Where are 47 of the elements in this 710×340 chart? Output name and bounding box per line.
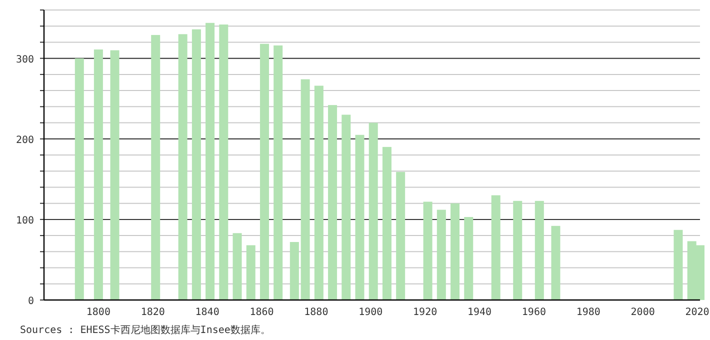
bar xyxy=(151,34,160,300)
bar xyxy=(274,45,283,300)
bar xyxy=(464,217,474,300)
bar xyxy=(110,50,120,300)
bar xyxy=(219,24,228,300)
x-tick-label: 1880 xyxy=(304,307,328,318)
bar xyxy=(491,195,500,300)
bar xyxy=(423,202,432,300)
bar xyxy=(342,114,351,300)
bar xyxy=(450,203,460,300)
x-tick-label: 1860 xyxy=(250,307,274,318)
bar xyxy=(246,245,256,300)
bar xyxy=(192,29,201,300)
x-tick-label: 1800 xyxy=(86,307,110,318)
bar xyxy=(328,105,338,300)
bar xyxy=(260,44,269,300)
y-tick-label: 300 xyxy=(16,54,34,66)
bar xyxy=(674,230,683,300)
x-tick-label: 1920 xyxy=(413,307,438,318)
source-note: Sources : EHESS卡西尼地图数据库与Insee数据库。 xyxy=(20,324,270,336)
bar xyxy=(534,200,544,300)
x-tick-label: 1940 xyxy=(467,307,492,318)
x-tick-label: 1840 xyxy=(195,307,220,318)
bar xyxy=(94,49,103,300)
x-tick-label: 2000 xyxy=(630,307,655,318)
bar xyxy=(300,79,310,300)
bar xyxy=(178,34,188,300)
bar xyxy=(206,22,215,300)
x-tick-label: 1960 xyxy=(522,307,546,318)
y-tick-label: 0 xyxy=(28,296,34,307)
bar xyxy=(382,146,392,300)
bar xyxy=(74,58,84,300)
x-tick-label: 1820 xyxy=(140,307,165,318)
bar xyxy=(513,200,522,300)
bar xyxy=(396,172,406,300)
x-tick-label: 2020 xyxy=(685,307,710,318)
x-tick-label: 1980 xyxy=(576,307,600,318)
bar xyxy=(355,134,364,300)
x-tick-label: 1900 xyxy=(358,307,383,318)
bar xyxy=(436,210,446,300)
bar xyxy=(551,226,560,300)
bar xyxy=(232,233,242,300)
y-tick-label: 200 xyxy=(16,134,34,146)
bar xyxy=(368,122,378,300)
y-tick-label: 100 xyxy=(16,215,34,226)
bar xyxy=(290,242,299,300)
bar xyxy=(314,86,324,300)
